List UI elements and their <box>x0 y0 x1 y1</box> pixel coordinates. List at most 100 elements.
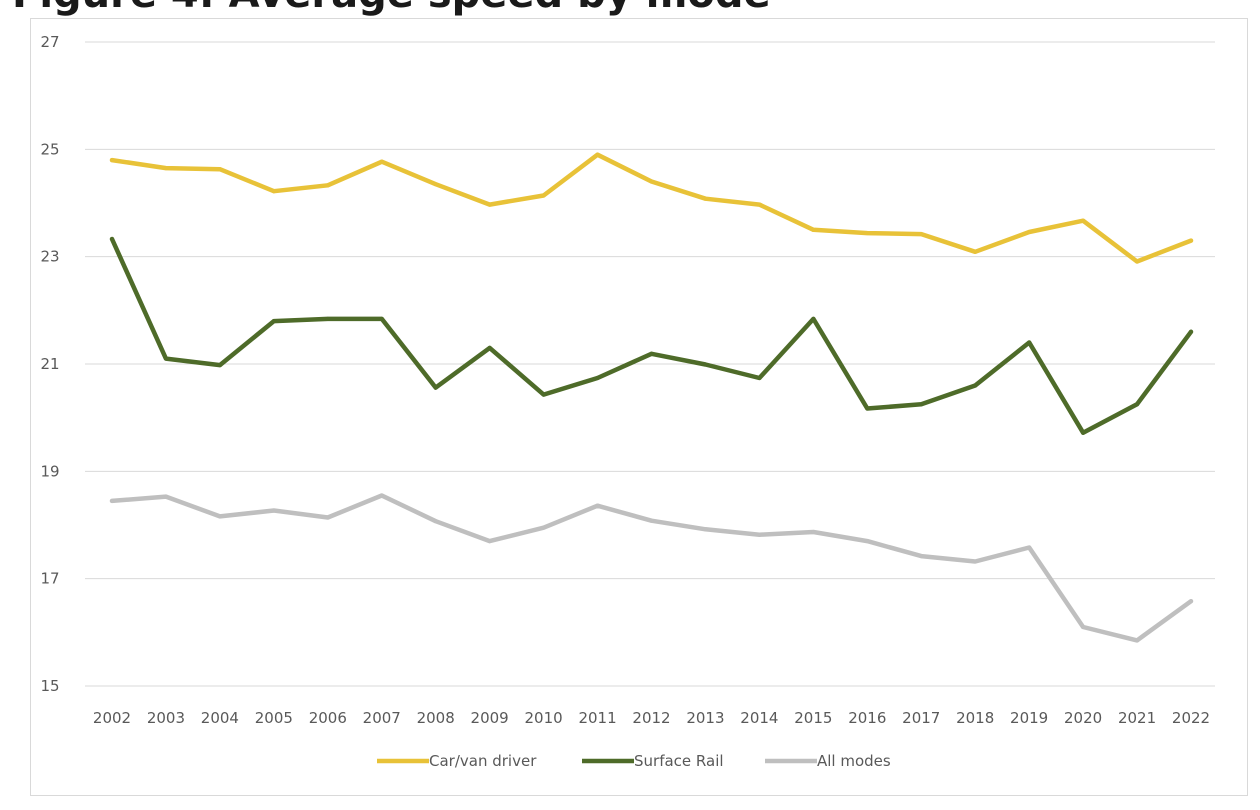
data-point <box>973 559 978 564</box>
data-point <box>595 375 600 380</box>
data-point <box>811 227 816 232</box>
data-point <box>649 518 654 523</box>
data-point <box>811 316 816 321</box>
x-tick-label: 2013 <box>686 709 724 727</box>
data-point <box>595 503 600 508</box>
data-point <box>1135 638 1140 643</box>
chart-frame <box>30 18 1248 796</box>
y-axis-ticks: 15 17 19 21 23 25 27 <box>40 33 59 695</box>
data-point <box>379 493 384 498</box>
x-tick-label: 2015 <box>794 709 832 727</box>
y-tick-label: 27 <box>40 33 59 51</box>
x-tick-label: 2007 <box>363 709 401 727</box>
data-point <box>217 363 222 368</box>
y-tick-label: 17 <box>40 570 59 588</box>
data-point <box>487 345 492 350</box>
data-point <box>757 532 762 537</box>
data-point <box>757 202 762 207</box>
data-point <box>325 183 330 188</box>
series-line-car-van-driver <box>109 152 1194 264</box>
data-point <box>217 167 222 172</box>
data-point <box>973 249 978 254</box>
x-tick-label: 2005 <box>255 709 293 727</box>
data-point <box>325 316 330 321</box>
data-point <box>919 402 924 407</box>
data-point <box>919 554 924 559</box>
y-tick-label: 19 <box>40 462 59 480</box>
data-point <box>865 539 870 544</box>
y-tick-label: 15 <box>40 677 59 695</box>
series-line-all-modes <box>109 493 1194 643</box>
data-point <box>919 232 924 237</box>
data-point <box>110 498 114 503</box>
data-point <box>163 356 168 361</box>
legend-label: All modes <box>817 752 891 770</box>
data-point <box>163 166 168 171</box>
data-point <box>1135 402 1140 407</box>
data-point <box>1081 218 1086 223</box>
data-point <box>757 375 762 380</box>
data-point <box>110 236 114 241</box>
x-tick-label: 2012 <box>632 709 670 727</box>
data-point <box>1189 329 1193 334</box>
x-tick-label: 2016 <box>848 709 886 727</box>
legend-label: Surface Rail <box>634 752 724 770</box>
data-point <box>703 362 708 367</box>
y-tick-label: 23 <box>40 248 59 266</box>
data-point <box>433 519 438 524</box>
y-tick-label: 21 <box>40 355 59 373</box>
data-point <box>1027 229 1032 234</box>
data-point <box>1027 340 1032 345</box>
x-tick-label: 2004 <box>201 709 239 727</box>
x-tick-label: 2006 <box>309 709 347 727</box>
x-tick-label: 2020 <box>1064 709 1102 727</box>
data-point <box>541 525 546 530</box>
x-tick-label: 2002 <box>93 709 131 727</box>
legend: Car/van driver Surface Rail All modes <box>377 752 891 770</box>
x-tick-label: 2003 <box>147 709 185 727</box>
x-tick-label: 2009 <box>471 709 509 727</box>
data-point <box>379 159 384 164</box>
data-point <box>433 182 438 187</box>
data-point <box>1081 624 1086 629</box>
x-tick-label: 2021 <box>1118 709 1156 727</box>
data-point <box>1081 430 1086 435</box>
x-axis-ticks: 2002 2003 2004 2005 2006 2007 2008 2009 2010 2011… <box>93 709 1210 727</box>
series-line-surface-rail <box>109 236 1194 435</box>
data-point <box>973 383 978 388</box>
y-tick-label: 25 <box>40 140 59 158</box>
x-tick-label: 2014 <box>740 709 778 727</box>
data-point <box>217 514 222 519</box>
page-title: Figure 4: Average speed by mode <box>12 0 771 18</box>
x-tick-label: 2008 <box>417 709 455 727</box>
data-point <box>595 152 600 157</box>
data-point <box>541 193 546 198</box>
data-point <box>649 351 654 356</box>
data-point <box>1135 259 1140 264</box>
data-point <box>163 494 168 499</box>
data-point <box>865 406 870 411</box>
data-point <box>865 231 870 236</box>
data-point <box>433 385 438 390</box>
data-point <box>325 515 330 520</box>
data-point <box>487 202 492 207</box>
x-tick-label: 2019 <box>1010 709 1048 727</box>
series-lines <box>109 152 1194 643</box>
x-tick-label: 2017 <box>902 709 940 727</box>
x-tick-label: 2018 <box>956 709 994 727</box>
data-point <box>703 196 708 201</box>
gridlines <box>85 41 1215 687</box>
data-point <box>811 529 816 534</box>
legend-label: Car/van driver <box>429 752 537 770</box>
x-tick-label: 2010 <box>525 709 563 727</box>
data-point <box>1189 599 1193 604</box>
data-point <box>1189 238 1193 243</box>
data-point <box>1027 545 1032 550</box>
data-point <box>271 319 276 324</box>
data-point <box>541 392 546 397</box>
data-point <box>703 527 708 532</box>
data-point <box>487 539 492 544</box>
data-point <box>271 508 276 513</box>
data-point <box>271 189 276 194</box>
